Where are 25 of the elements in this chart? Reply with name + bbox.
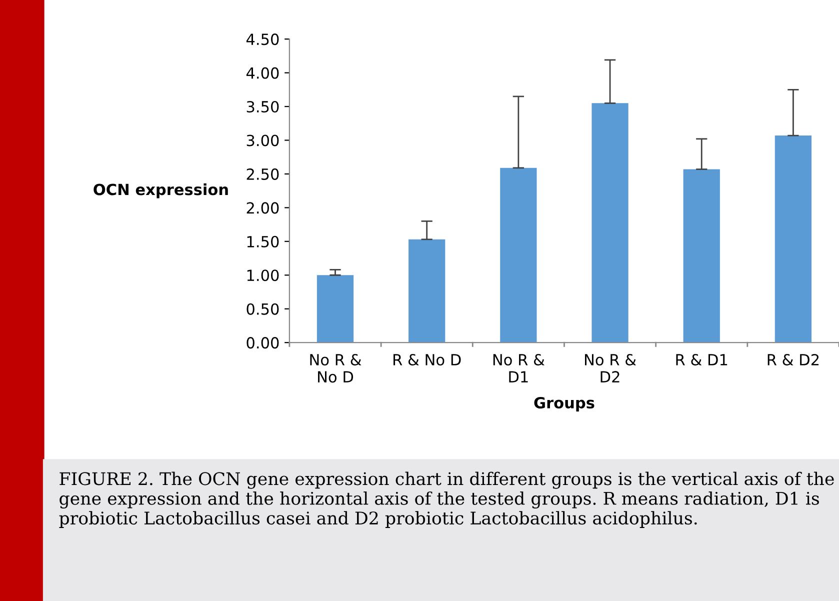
bar bbox=[592, 103, 628, 343]
bar bbox=[774, 136, 812, 343]
caption: FIGURE 2. The OCN gene expression chart in different groups is the vertical axis of the gene expression and the horizontal axis of the tested groups. R means radiation, D1 is probiotic Lactobacillus casei and D2 probiotic Lactobacillus acidophilus. bbox=[59, 472, 834, 528]
x-tick-label: R & D2 bbox=[768, 354, 819, 366]
bar bbox=[683, 169, 720, 343]
bar bbox=[408, 239, 446, 343]
y-tick-label: 0.50 bbox=[246, 303, 279, 315]
x-tick-label: No R & D1 bbox=[493, 354, 544, 382]
x-tick-label: No R & No D bbox=[310, 354, 362, 383]
y-tick-label: 4.50 bbox=[246, 34, 279, 46]
y-tick-label: 1.50 bbox=[247, 236, 279, 248]
x-tick-label: R & No D bbox=[394, 354, 461, 366]
y-tick-label: 4.00 bbox=[246, 67, 279, 79]
bar bbox=[316, 275, 354, 343]
y-tick-label: 3.50 bbox=[246, 100, 279, 113]
x-tick-label: R & D1 bbox=[676, 354, 728, 366]
x-axis-title: Groups bbox=[534, 396, 594, 412]
y-tick-label: 2.00 bbox=[246, 202, 279, 214]
bar bbox=[500, 168, 537, 343]
y-tick-label: 3.00 bbox=[246, 134, 279, 146]
y-tick-label: 0.00 bbox=[246, 337, 279, 349]
y-tick-label: 1.00 bbox=[247, 270, 279, 282]
x-tick-label: No R & D2 bbox=[585, 354, 636, 382]
y-axis-title: OCN expression bbox=[94, 183, 228, 198]
y-tick-label: 2.50 bbox=[246, 168, 279, 180]
